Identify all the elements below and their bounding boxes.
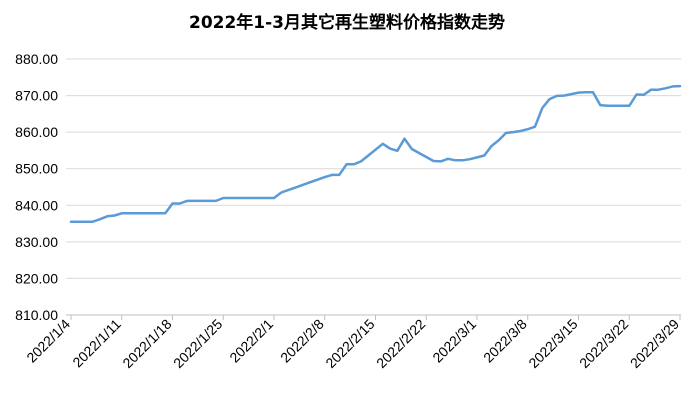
chart-title: 2022年1-3月其它再生塑料价格指数走势 [188, 13, 506, 33]
x-tick-label: 2022/1/11 [69, 316, 124, 371]
x-tick-label: 2022/3/29 [627, 316, 683, 372]
y-tick-label: 810.00 [15, 307, 58, 323]
x-tick-label: 2022/2/22 [373, 316, 429, 372]
y-tick-label: 880.00 [15, 51, 58, 67]
y-tick-label: 820.00 [15, 270, 58, 286]
y-tick-label: 870.00 [15, 88, 58, 104]
x-tick-label: 2022/2/1 [226, 316, 276, 366]
gridlines [66, 58, 681, 279]
x-tick-label: 2022/1/18 [119, 316, 175, 372]
series-layer [69, 84, 682, 223]
y-axis-ticks: 810.00 820.00 830.00 840.00 850.00 860.00 870.… [15, 51, 58, 323]
y-tick-label: 860.00 [15, 124, 58, 140]
x-tick-label: 2022/1/25 [170, 316, 226, 372]
series-line [69, 84, 682, 223]
y-tick-label: 830.00 [15, 234, 58, 250]
x-tick-label: 2022/3/8 [480, 316, 530, 366]
axes [66, 314, 681, 320]
y-tick-label: 840.00 [15, 197, 58, 213]
y-tick-label: 850.00 [15, 161, 58, 177]
x-tick-label: 2022/2/8 [277, 316, 327, 366]
x-tick-label: 2022/3/1 [429, 316, 479, 366]
x-tick-label: 2022/2/15 [322, 316, 378, 372]
x-tick-label: 2022/3/22 [576, 316, 632, 372]
x-tick-label: 2022/1/4 [23, 316, 73, 366]
x-tick-label: 2022/3/15 [525, 316, 581, 372]
